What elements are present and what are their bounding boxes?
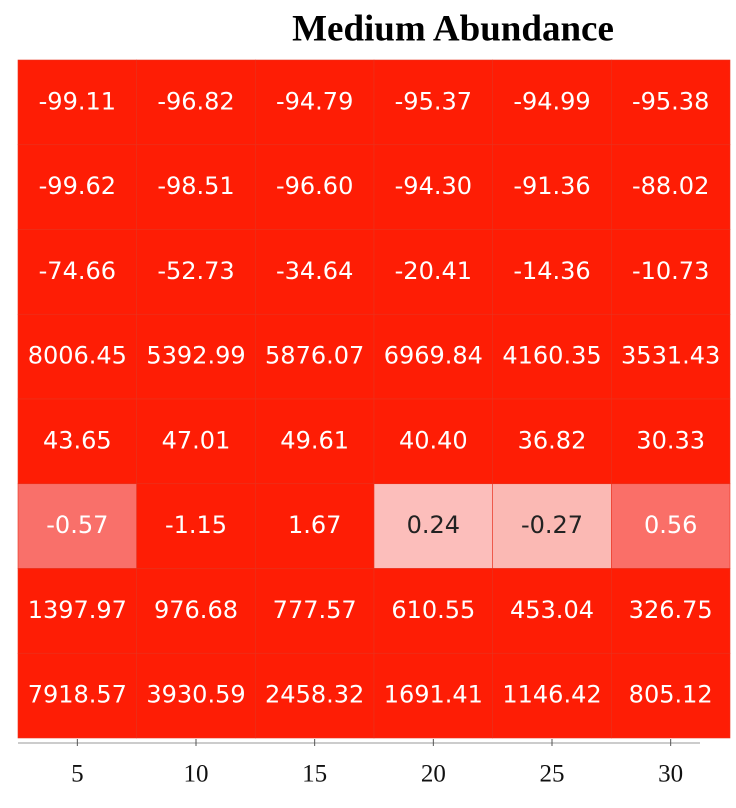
heatmap-cell <box>611 652 731 739</box>
cell-label: 805.12 <box>629 681 713 709</box>
cell-label: 47.01 <box>162 426 231 454</box>
heatmap-cell <box>17 398 137 485</box>
x-tick-label: 20 <box>421 761 446 788</box>
cell-label: -94.79 <box>276 87 353 115</box>
heatmap-cell <box>373 483 493 569</box>
heatmap-cell <box>136 568 256 654</box>
chart-title: Medium Abundance <box>292 8 614 49</box>
heatmap-cell <box>255 652 375 739</box>
x-tick-label: 25 <box>540 761 565 788</box>
heatmap-cell <box>136 483 256 569</box>
cell-label: -94.30 <box>395 172 472 200</box>
cell-label: -94.99 <box>513 87 590 115</box>
cell-label: 1146.42 <box>502 681 601 709</box>
cell-label: 976.68 <box>154 596 238 624</box>
cell-label: -88.02 <box>632 172 709 200</box>
heatmap-cell <box>611 398 731 485</box>
cell-label: -52.73 <box>157 257 234 285</box>
cell-label: -96.60 <box>276 172 353 200</box>
cell-label: -95.37 <box>395 87 472 115</box>
heatmap-cell <box>611 144 731 230</box>
heatmap-cell <box>611 568 731 654</box>
cell-label: 40.40 <box>399 426 468 454</box>
cell-label: 49.61 <box>280 426 349 454</box>
cell-label: 30.33 <box>636 426 705 454</box>
cell-label: 1397.97 <box>28 596 127 624</box>
heatmap-cell <box>373 144 493 230</box>
heatmap-cell <box>136 313 256 400</box>
cell-label: 3930.59 <box>146 681 245 709</box>
heatmap-cell <box>373 652 493 739</box>
heatmap-cell <box>492 313 612 400</box>
cell-label: 8006.45 <box>28 342 127 370</box>
heatmap-cell <box>373 313 493 400</box>
heatmap-cell <box>492 144 612 230</box>
cell-label: 0.56 <box>644 511 697 539</box>
cell-label: 1691.41 <box>384 681 483 709</box>
cell-label: -34.64 <box>276 257 353 285</box>
cell-label: 610.55 <box>391 596 475 624</box>
heatmap-cell <box>255 483 375 569</box>
heatmap-cell <box>17 568 137 654</box>
heatmap-cell <box>373 398 493 485</box>
heatmap-cell <box>136 144 256 230</box>
cell-label: -96.82 <box>157 87 234 115</box>
cell-label: 3531.43 <box>621 342 720 370</box>
cell-label: 2458.32 <box>265 681 364 709</box>
cell-label: -91.36 <box>513 172 590 200</box>
heatmap-cell <box>492 398 612 485</box>
x-tick-label: 30 <box>658 761 683 788</box>
heatmap-cell <box>255 398 375 485</box>
heatmap-cell <box>17 313 137 400</box>
cell-label: 4160.35 <box>502 342 601 370</box>
x-tick-label: 10 <box>184 761 209 788</box>
heatmap-cell <box>611 59 731 146</box>
cell-label: -10.73 <box>632 257 709 285</box>
heatmap-cell <box>136 398 256 485</box>
cell-label: 7918.57 <box>28 681 127 709</box>
cell-label: 6969.84 <box>384 342 483 370</box>
cell-label: -95.38 <box>632 87 709 115</box>
heatmap-cell <box>255 229 375 315</box>
cell-label: -98.51 <box>157 172 234 200</box>
cell-label: 43.65 <box>43 426 112 454</box>
cell-label: 777.57 <box>273 596 357 624</box>
cell-label: -74.66 <box>39 257 116 285</box>
cell-label: 453.04 <box>510 596 594 624</box>
cell-label: 5876.07 <box>265 342 364 370</box>
heatmap-cell <box>492 652 612 739</box>
cell-label: 1.67 <box>288 511 341 539</box>
cell-label: 36.82 <box>518 426 587 454</box>
heatmap-cell <box>136 229 256 315</box>
x-tick-label: 5 <box>71 761 84 788</box>
cell-label: -20.41 <box>395 257 472 285</box>
heatmap-cell <box>611 229 731 315</box>
cell-label: 5392.99 <box>146 342 245 370</box>
cell-label: -99.62 <box>39 172 116 200</box>
cell-label: 0.24 <box>407 511 460 539</box>
cell-label: -0.27 <box>521 511 583 539</box>
heatmap-cell <box>611 483 731 569</box>
heatmap-cell <box>255 313 375 400</box>
x-tick-label: 15 <box>302 761 327 788</box>
heatmap-cell <box>373 568 493 654</box>
heatmap-cell <box>492 483 612 569</box>
cell-label: -1.15 <box>165 511 227 539</box>
heatmap-cell <box>136 59 256 146</box>
heatmap-cell <box>17 229 137 315</box>
cell-label: -14.36 <box>513 257 590 285</box>
heatmap-cell <box>17 483 137 569</box>
cell-label: -99.11 <box>39 87 116 115</box>
cell-label: 326.75 <box>629 596 713 624</box>
heatmap-cell <box>611 313 731 400</box>
cell-label: -0.57 <box>46 511 108 539</box>
heatmap-cell <box>136 652 256 739</box>
heatmap-cell <box>255 144 375 230</box>
